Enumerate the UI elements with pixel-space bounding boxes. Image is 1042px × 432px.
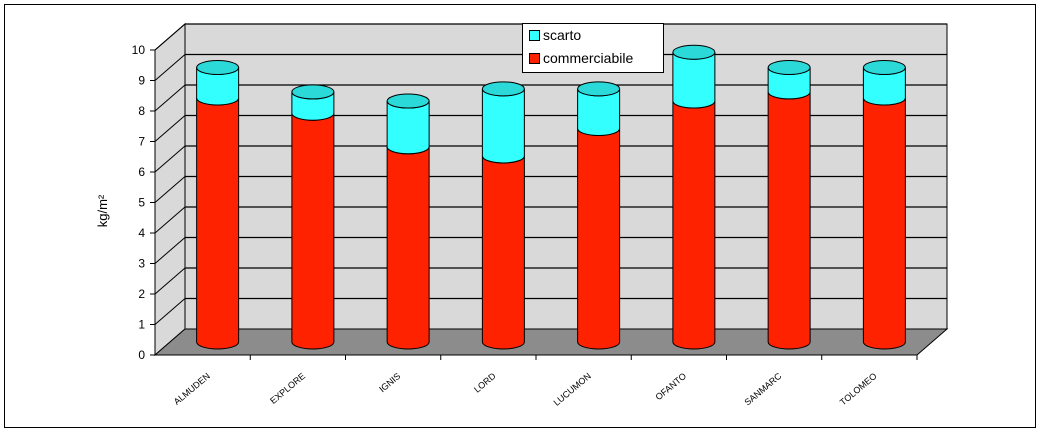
x-tick-label: TOLOMEO [838, 371, 879, 407]
gridline-side [154, 84, 186, 112]
y-tick-label: 4 [138, 226, 145, 240]
bar-commerciabile [672, 100, 716, 350]
x-tick-label: IGNIS [377, 371, 402, 394]
bars [196, 44, 906, 350]
bar-top-cap [196, 60, 240, 75]
chart-frame: 0 1 2 3 4 5 6 7 8 9 10 ALMUDEN EXPLORE IGNIS LORD LUCU… [4, 4, 1036, 428]
bar-commerciabile [577, 128, 621, 350]
bar-commerciabile [481, 155, 525, 350]
bar-commerciabile [291, 113, 335, 350]
bar-scarto [386, 100, 430, 155]
bar-commerciabile-body [481, 155, 525, 350]
bar-commerciabile [767, 91, 811, 350]
y-axis-label: kg/m² [95, 194, 110, 227]
chart-walls [153, 22, 949, 357]
gridline-side [154, 54, 186, 81]
y-tick-label: 6 [138, 165, 145, 179]
bar-commerciabile [862, 97, 906, 350]
legend-label-commerciabile: commerciabile [543, 50, 634, 66]
legend: scarto commerciabile [522, 23, 664, 73]
y-tick-label: 7 [138, 135, 145, 149]
bar-commerciabile-body [196, 97, 240, 350]
y-tick-label: 9 [138, 74, 145, 88]
bar-commerciabile-body [291, 113, 335, 350]
bar-scarto [481, 88, 525, 164]
bar-top-cap [481, 81, 525, 97]
y-tick-label: 3 [138, 257, 145, 271]
gridline-side [154, 267, 186, 295]
legend-label-scarto: scarto [543, 27, 582, 43]
x-tick-label: SANMARC [742, 371, 783, 408]
bar-commerciabile-body [386, 146, 430, 350]
y-axis: 0 1 2 3 4 5 6 7 8 9 10 [132, 43, 156, 362]
legend-swatch-scarto [529, 29, 540, 41]
gridline-side [154, 23, 186, 51]
bar-top-cap [577, 81, 621, 97]
bar-scarto-body [672, 52, 716, 109]
gridline-side [154, 145, 186, 173]
bar-top-cap [291, 84, 335, 100]
x-tick-label: EXPLORE [268, 371, 307, 406]
y-tick-label: 8 [138, 104, 145, 118]
gridline-side [154, 115, 186, 142]
x-tick-label: LUCUMON [552, 371, 593, 408]
bar-commerciabile-body [672, 100, 716, 350]
bar-top-cap [862, 60, 906, 75]
bar-top-cap [767, 60, 811, 75]
y-tick-label: 10 [132, 43, 146, 57]
bar-commerciabile [196, 97, 240, 350]
x-axis: ALMUDEN EXPLORE IGNIS LORD LUCUMON OFANTO SANM… [155, 354, 918, 408]
legend-swatch-commerciabile [529, 52, 540, 64]
bar-top-cap [672, 44, 716, 60]
bar-commerciabile-body [577, 128, 621, 350]
gridline-side [154, 298, 186, 325]
gridline-side [154, 206, 186, 234]
y-tick-label: 1 [138, 318, 145, 332]
x-tick-label: LORD [472, 371, 498, 395]
x-tick-label: OFANTO [654, 371, 689, 402]
y-tick-label: 0 [138, 348, 145, 362]
y-tick-label: 2 [138, 287, 145, 301]
gridline-side [154, 176, 186, 203]
bar-chart: 0 1 2 3 4 5 6 7 8 9 10 ALMUDEN EXPLORE IGNIS LORD LUCU… [95, 22, 949, 408]
bar-scarto-body [386, 100, 430, 155]
bar-commerciabile-body [862, 97, 906, 350]
gridline-side [154, 237, 186, 264]
bar-top-cap [386, 93, 430, 109]
bar-scarto-body [481, 88, 525, 164]
bar-scarto [672, 52, 716, 109]
y-tick-label: 5 [138, 196, 145, 210]
x-tick-label: ALMUDEN [172, 371, 212, 407]
legend-item-scarto: scarto [529, 27, 581, 43]
bar-commerciabile-body [767, 91, 811, 350]
legend-item-commerciabile: commerciabile [529, 50, 633, 66]
bar-commerciabile [386, 146, 430, 350]
floor [153, 328, 949, 356]
